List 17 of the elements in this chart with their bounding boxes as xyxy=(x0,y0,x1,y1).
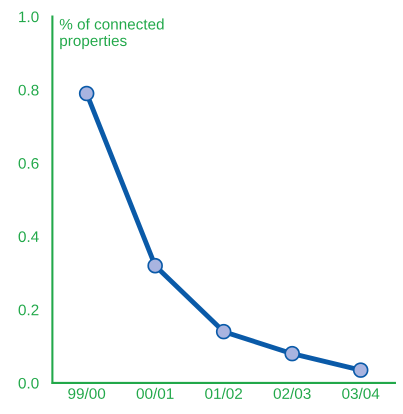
y-tick-label: 0.2 xyxy=(18,304,38,316)
y-tick-label: 0.0 xyxy=(18,378,39,389)
x-tick-label: 99/00 xyxy=(68,388,106,400)
y-tick-label: 0.4 xyxy=(18,231,39,242)
point xyxy=(284,346,300,362)
x-tick-label: 00/01 xyxy=(136,388,174,400)
x-tick-label: 02/03 xyxy=(274,388,311,400)
y-axis-title: % of connected properties xyxy=(60,18,164,50)
point xyxy=(147,258,163,274)
y-tick-label: 0.6 xyxy=(18,158,39,169)
y-tick-label: 1.0 xyxy=(19,11,39,22)
y-tick-label: 0.8 xyxy=(18,84,39,96)
point xyxy=(78,86,94,102)
point xyxy=(216,324,232,340)
x-tick-label: 01/02 xyxy=(205,388,242,400)
x-tick-label: 03/04 xyxy=(342,388,380,400)
point xyxy=(352,362,368,378)
